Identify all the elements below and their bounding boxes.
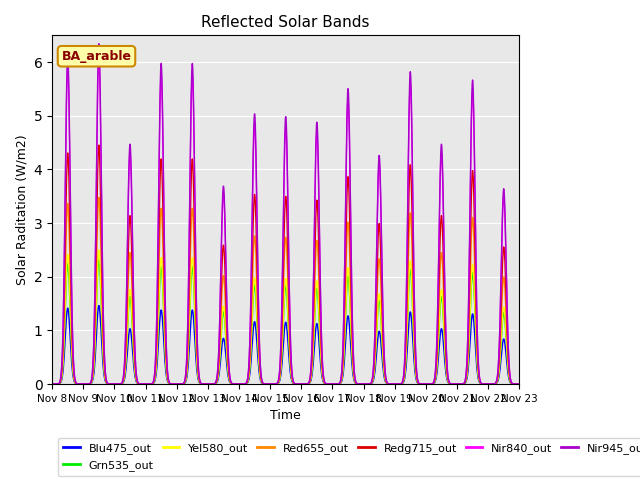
Text: BA_arable: BA_arable	[61, 50, 131, 63]
Line: Grn535_out: Grn535_out	[52, 260, 519, 384]
Blu475_out	[265, 381, 273, 387]
Line: Nir840_out: Nir840_out	[52, 57, 519, 384]
Yel580_out	[314, 293, 322, 299]
Nir840_out	[247, 305, 255, 311]
Redg715_out	[515, 381, 523, 387]
Nir945_out	[95, 41, 103, 47]
Nir945_out	[265, 381, 273, 387]
Blu475_out	[247, 363, 255, 369]
Yel580_out	[515, 381, 523, 387]
Red655_out	[95, 194, 103, 200]
Redg715_out	[265, 381, 273, 387]
Blu475_out	[48, 381, 56, 387]
Line: Yel580_out: Yel580_out	[52, 250, 519, 384]
Redg715_out	[95, 142, 103, 148]
Nir840_out	[48, 381, 56, 387]
Nir945_out	[257, 362, 264, 368]
Grn535_out	[314, 300, 322, 305]
Nir840_out	[257, 363, 264, 369]
Grn535_out	[515, 381, 523, 387]
Redg715_out	[48, 381, 56, 387]
Yel580_out	[247, 350, 255, 356]
Blu475_out	[314, 330, 322, 336]
Blu475_out	[257, 377, 264, 383]
Grn535_out	[104, 381, 111, 386]
Grn535_out	[247, 352, 255, 358]
Grn535_out	[257, 374, 264, 380]
Blu475_out	[84, 381, 92, 387]
Blu475_out	[515, 381, 523, 387]
Nir840_out	[84, 381, 92, 387]
Nir840_out	[265, 381, 273, 387]
Nir945_out	[515, 381, 523, 387]
Grn535_out	[95, 257, 103, 263]
Red655_out	[515, 381, 523, 387]
Yel580_out	[48, 381, 56, 387]
Grn535_out	[48, 381, 56, 387]
Blu475_out	[104, 381, 111, 387]
Yel580_out	[257, 373, 264, 379]
Nir945_out	[48, 381, 56, 387]
Nir945_out	[104, 381, 111, 386]
Yel580_out	[104, 381, 111, 386]
Redg715_out	[314, 225, 322, 230]
Grn535_out	[265, 381, 273, 387]
Nir840_out	[515, 381, 523, 387]
Y-axis label: Solar Raditation (W/m2): Solar Raditation (W/m2)	[15, 134, 28, 285]
Red655_out	[104, 381, 111, 386]
Nir840_out	[95, 54, 103, 60]
Line: Redg715_out: Redg715_out	[52, 145, 519, 384]
Line: Nir945_out: Nir945_out	[52, 44, 519, 384]
Line: Blu475_out: Blu475_out	[52, 305, 519, 384]
Title: Reflected Solar Bands: Reflected Solar Bands	[202, 15, 370, 30]
Redg715_out	[247, 326, 255, 332]
X-axis label: Time: Time	[270, 409, 301, 422]
Red655_out	[257, 371, 264, 376]
Red655_out	[265, 381, 273, 387]
Yel580_out	[95, 247, 103, 253]
Redg715_out	[257, 368, 264, 373]
Nir840_out	[314, 167, 322, 173]
Red655_out	[84, 381, 92, 387]
Yel580_out	[265, 381, 273, 387]
Legend: Blu475_out, Grn535_out, Yel580_out, Red655_out, Redg715_out, Nir840_out, Nir945_: Blu475_out, Grn535_out, Yel580_out, Red6…	[58, 438, 640, 476]
Blu475_out	[95, 302, 103, 308]
Red655_out	[247, 338, 255, 344]
Line: Red655_out: Red655_out	[52, 197, 519, 384]
Nir945_out	[247, 302, 255, 308]
Yel580_out	[84, 381, 92, 387]
Red655_out	[48, 381, 56, 387]
Nir945_out	[84, 381, 92, 387]
Redg715_out	[104, 381, 111, 386]
Nir945_out	[314, 158, 322, 164]
Red655_out	[314, 259, 322, 265]
Nir840_out	[104, 381, 111, 386]
Redg715_out	[84, 381, 92, 387]
Grn535_out	[84, 381, 92, 387]
